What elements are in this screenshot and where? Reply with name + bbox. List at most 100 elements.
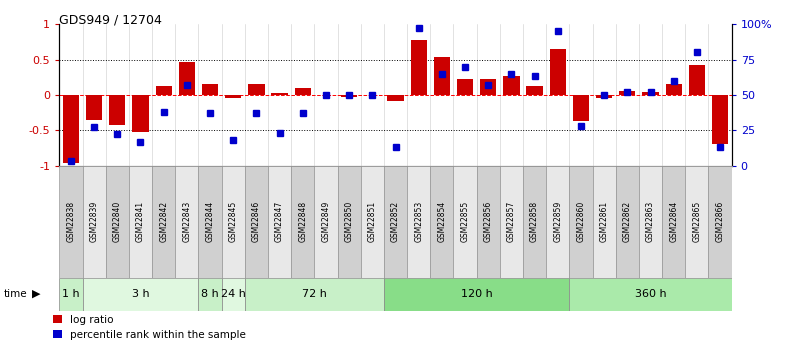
Bar [709, 166, 732, 278]
Text: 8 h: 8 h [201, 289, 219, 299]
Text: GSM22864: GSM22864 [669, 201, 678, 242]
Bar [527, 86, 543, 95]
Bar [338, 166, 361, 278]
Bar [341, 95, 358, 97]
Bar [129, 166, 152, 278]
Bar [477, 166, 500, 278]
Bar [199, 278, 221, 310]
Text: GSM22852: GSM22852 [391, 201, 400, 242]
Text: GSM22841: GSM22841 [136, 201, 145, 242]
Text: 24 h: 24 h [221, 289, 246, 299]
Text: GSM22861: GSM22861 [600, 201, 608, 242]
Bar [244, 278, 384, 310]
Bar [106, 166, 129, 278]
Bar [433, 57, 450, 95]
Bar [712, 95, 729, 144]
Text: GSM22842: GSM22842 [159, 201, 168, 242]
Bar [500, 166, 523, 278]
Bar [62, 95, 79, 164]
Bar [291, 166, 314, 278]
Bar [156, 86, 172, 95]
Bar [547, 166, 570, 278]
Bar [244, 166, 268, 278]
Text: GDS949 / 12704: GDS949 / 12704 [59, 14, 162, 27]
Bar [642, 92, 659, 95]
Text: GSM22858: GSM22858 [530, 201, 539, 242]
Text: GSM22850: GSM22850 [345, 201, 354, 242]
Bar [570, 278, 732, 310]
Bar [665, 83, 682, 95]
Text: GSM22859: GSM22859 [553, 201, 562, 242]
Bar [570, 166, 592, 278]
Bar [86, 95, 102, 120]
Text: GSM22848: GSM22848 [298, 201, 307, 242]
Bar [294, 88, 311, 95]
Bar [225, 95, 241, 98]
Bar [221, 278, 244, 310]
Bar [384, 166, 407, 278]
Bar [268, 166, 291, 278]
Bar [685, 166, 709, 278]
Bar [59, 166, 82, 278]
Bar [202, 84, 218, 95]
Bar [199, 166, 221, 278]
Text: GSM22854: GSM22854 [437, 201, 446, 242]
Bar [407, 166, 430, 278]
Bar [615, 166, 639, 278]
Bar [523, 166, 547, 278]
Text: GSM22845: GSM22845 [229, 201, 238, 242]
Text: GSM22851: GSM22851 [368, 201, 377, 242]
Text: GSM22849: GSM22849 [321, 201, 331, 242]
Text: GSM22857: GSM22857 [507, 201, 516, 242]
Bar [457, 79, 473, 95]
Bar [59, 278, 82, 310]
Bar [411, 40, 427, 95]
Bar [132, 95, 149, 132]
Bar [361, 166, 384, 278]
Text: GSM22865: GSM22865 [692, 201, 702, 242]
Bar [662, 166, 685, 278]
Bar [82, 166, 106, 278]
Text: GSM22838: GSM22838 [66, 201, 75, 242]
Bar [82, 278, 199, 310]
Text: GSM22843: GSM22843 [183, 201, 191, 242]
Text: 3 h: 3 h [131, 289, 149, 299]
Bar [453, 166, 477, 278]
Legend: log ratio, percentile rank within the sample: log ratio, percentile rank within the sa… [53, 315, 246, 340]
Bar [619, 91, 635, 95]
Bar [221, 166, 244, 278]
Bar [573, 95, 589, 121]
Text: 1 h: 1 h [62, 289, 80, 299]
Text: GSM22862: GSM22862 [623, 201, 632, 242]
Text: 120 h: 120 h [461, 289, 493, 299]
Bar [176, 166, 199, 278]
Bar [152, 166, 176, 278]
Text: GSM22856: GSM22856 [484, 201, 493, 242]
Text: GSM22866: GSM22866 [716, 201, 725, 242]
Bar [689, 65, 705, 95]
Text: ▶: ▶ [32, 289, 40, 299]
Bar [480, 79, 497, 95]
Text: GSM22840: GSM22840 [113, 201, 122, 242]
Bar [384, 278, 570, 310]
Text: GSM22839: GSM22839 [89, 201, 99, 242]
Bar [430, 166, 453, 278]
Text: GSM22847: GSM22847 [275, 201, 284, 242]
Bar [550, 49, 566, 95]
Text: GSM22863: GSM22863 [646, 201, 655, 242]
Bar [503, 76, 520, 95]
Text: time: time [4, 289, 28, 299]
Text: 360 h: 360 h [634, 289, 666, 299]
Text: GSM22855: GSM22855 [460, 201, 470, 242]
Bar [248, 83, 264, 95]
Bar [314, 166, 338, 278]
Bar [109, 95, 126, 125]
Text: GSM22844: GSM22844 [206, 201, 214, 242]
Bar [639, 166, 662, 278]
Bar [271, 93, 288, 95]
Bar [592, 166, 615, 278]
Bar [596, 95, 612, 98]
Text: 72 h: 72 h [302, 289, 327, 299]
Bar [388, 95, 403, 100]
Text: GSM22846: GSM22846 [252, 201, 261, 242]
